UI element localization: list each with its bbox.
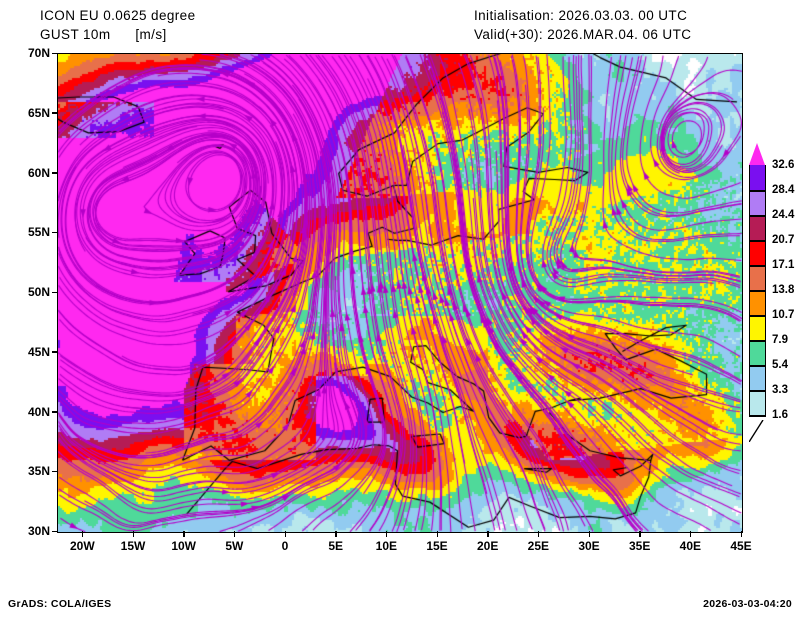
colorbar-tick-label: 17.1 [772,259,795,271]
x-axis-tick [436,531,438,537]
colorbar-separator [749,215,766,217]
x-axis-label: 25E [527,539,550,553]
colorbar-separator [749,265,766,267]
colorbar-band [749,165,766,190]
grads-credit: GrADS: COLA/IGES [8,598,112,610]
x-axis-tick [487,531,489,537]
x-axis-tick [588,531,590,537]
colorbar-band [749,390,766,415]
y-axis-tick [52,172,58,174]
x-axis-label: 30E [578,539,600,553]
y-axis-tick [52,470,58,473]
colorbar-band [749,290,766,315]
y-axis-label: 45N [27,344,50,359]
x-axis-tick [183,531,185,537]
colorbar-tick-label: 20.7 [772,234,795,246]
x-axis-tick [335,531,337,537]
y-axis-tick [52,231,58,234]
colorbar-tick-label: 5.4 [772,359,788,371]
colorbar-min-tail-icon [749,420,764,442]
colorbar-separator [749,240,766,242]
colorbar-band [749,315,766,340]
x-axis-tick [81,531,84,537]
colorbar-separator [749,315,766,317]
x-axis-tick [132,531,134,537]
x-axis-tick [689,531,692,537]
x-axis-label: 20W [69,539,95,553]
colorbar-separator [749,190,766,192]
colorbar-tick-label: 24.4 [772,209,795,221]
colorbar-tick-label: 10.7 [772,309,795,321]
y-axis-tick [52,530,58,532]
x-axis-tick [537,531,540,537]
x-axis-label: 5E [328,539,343,553]
colorbar-tick-label: 13.8 [772,284,795,296]
x-axis-label: 10E [375,539,398,553]
x-axis-label: 35E [628,539,651,553]
y-axis-label: 35N [27,464,50,479]
x-axis-label: 20E [476,539,499,553]
x-axis-tick [740,531,742,537]
x-axis-tick [385,531,388,537]
x-axis-label: 15W [120,539,146,553]
y-axis-tick [52,351,58,353]
gust-heatmap-canvas [58,54,742,532]
colorbar-band [749,365,766,390]
colorbar-band [749,215,766,240]
y-axis-label: 65N [27,105,50,120]
colorbar-tick-label: 32.6 [772,159,795,171]
colorbar-max-arrow-icon [749,143,765,165]
y-axis-tick [52,291,58,293]
model-title: ICON EU 0.0625 degree [40,8,196,23]
map-plot-area[interactable] [57,53,743,533]
x-axis-tick [284,531,286,537]
colorbar-band [749,240,766,265]
y-axis-label: 60N [27,165,50,180]
y-axis-label: 50N [27,285,50,299]
colorbar: 32.6 28.4 24.4 20.7 17.1 13.8 10.7 7.9 5.4 3.3 1.6 [744,140,800,442]
render-timestamp: 2026-03-03-04:20 [703,598,792,610]
colorbar-bands [749,165,766,415]
colorbar-separator [749,415,766,417]
colorbar-separator [749,340,766,342]
y-axis-tick [52,52,58,54]
y-axis-tick [52,411,58,413]
colorbar-separator [749,365,766,367]
valid-time-label: Valid(+30): 2026.MAR.04. 06 UTC [474,27,692,42]
variable-title: GUST 10m [m/s] [40,27,167,42]
y-axis-label: 70N [27,46,50,60]
colorbar-tick-label: 3.3 [772,384,788,396]
x-axis-label: 5W [225,539,244,553]
colorbar-separator [749,390,766,392]
y-axis-label: 40N [27,404,50,419]
initialisation-label: Initialisation: 2026.03.03. 00 UTC [474,8,688,23]
colorbar-band [749,265,766,290]
x-axis-label: 40E [679,539,702,553]
y-axis-label: 30N [27,524,50,538]
colorbar-tick-label: 7.9 [772,334,788,346]
colorbar-band [749,340,766,365]
y-axis-tick [52,112,58,114]
colorbar-tick-label: 1.6 [772,409,788,421]
x-axis-tick [233,531,236,537]
colorbar-band [749,190,766,215]
y-axis-label: 55N [27,225,50,240]
x-axis-label: 15E [426,539,448,553]
x-axis-label: 0 [281,539,289,553]
x-axis-tick [639,531,641,537]
colorbar-separator [749,290,766,292]
x-axis-label: 45E [730,539,752,553]
colorbar-tick-label: 28.4 [772,184,795,196]
x-axis-label: 10W [171,539,196,553]
